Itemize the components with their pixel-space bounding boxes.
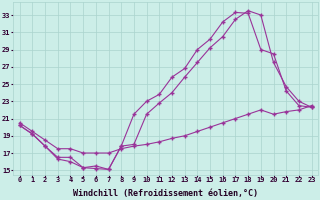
X-axis label: Windchill (Refroidissement éolien,°C): Windchill (Refroidissement éolien,°C) — [73, 189, 258, 198]
